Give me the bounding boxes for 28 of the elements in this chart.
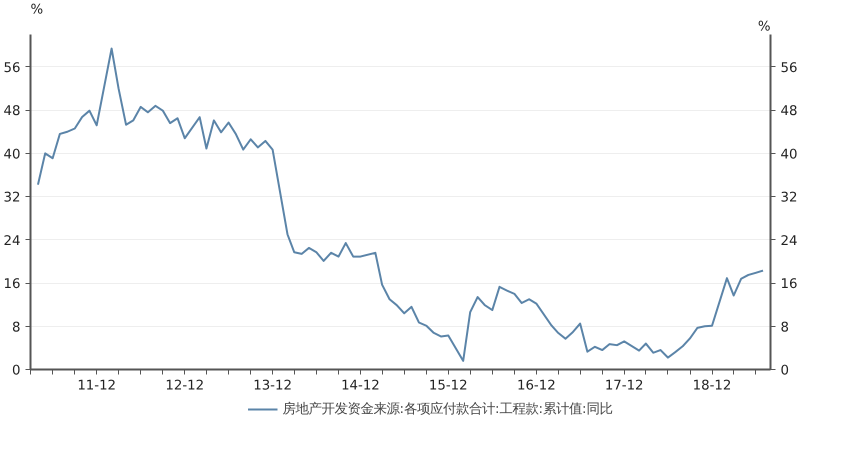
y-tick-label: 48 — [4, 104, 21, 120]
y2-tick-label: 32 — [780, 190, 798, 206]
y2-tick-label: 40 — [780, 147, 798, 162]
x-tick-label: 12-12 — [165, 378, 204, 394]
y-tick-label: 16 — [4, 277, 21, 292]
y-tick-label: 0 — [12, 364, 21, 378]
legend-label: 房地产开发资金来源:各项应付款合计:工程款:累计值:同比 — [282, 400, 612, 418]
y2-axis-title: % — [758, 20, 771, 34]
y2-tick-label: 0 — [780, 364, 789, 378]
y2-tick-label: 8 — [780, 320, 789, 336]
y2-tick-label: 56 — [780, 60, 798, 76]
y-axis-title: % — [30, 2, 44, 18]
line-series — [36, 48, 764, 362]
y2-tick-label: 48 — [780, 104, 798, 120]
y2-tick-label: 16 — [780, 277, 798, 292]
x-tick-label: 11-12 — [77, 378, 116, 394]
y-tick-label: 40 — [4, 147, 21, 162]
x-tick-label: 17-12 — [604, 378, 644, 394]
x-tick-label: 13-12 — [253, 378, 292, 394]
x-tick-label: 18-12 — [692, 378, 732, 394]
x-tick-label: 15-12 — [428, 378, 468, 394]
y-tick-label: 32 — [4, 190, 21, 206]
y-tick-label: 8 — [12, 320, 21, 336]
y-tick-label: 24 — [4, 234, 21, 249]
y-tick-label: 56 — [4, 60, 21, 76]
y2-tick-label: 24 — [780, 234, 798, 249]
x-tick-label: 14-12 — [341, 378, 380, 394]
x-tick-label: 16-12 — [516, 378, 556, 394]
